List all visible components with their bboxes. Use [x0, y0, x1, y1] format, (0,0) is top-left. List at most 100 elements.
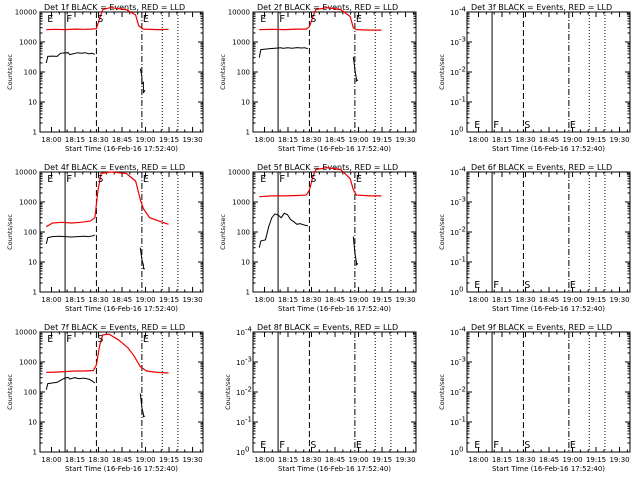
- y-tick-label: 100: [24, 389, 37, 397]
- mode-flag-label: E: [260, 14, 266, 25]
- x-tick-label: 18:00: [254, 456, 274, 464]
- y-tick-label: 10000: [228, 169, 250, 177]
- events-series-line: [139, 68, 146, 94]
- x-tick-label: 19:15: [586, 456, 606, 464]
- mode-flag-label: F: [493, 280, 499, 291]
- x-axis-label: Start Time (16-Feb-16 17:52:40): [65, 465, 178, 473]
- detector-panel-7: Det 7f BLACK = Events, RED = LLD 1 10 100 10…: [6, 323, 204, 473]
- y-tick-label: 1000: [232, 39, 250, 47]
- y-tick-label: 10: [450, 39, 459, 47]
- plot-frame: [39, 331, 204, 453]
- mode-flag-label: E: [143, 14, 149, 25]
- x-tick-label: 19:15: [586, 296, 606, 304]
- y-tick-exponent: 0: [459, 286, 463, 294]
- mode-flag-label: E: [260, 174, 266, 185]
- y-tick-exponent: -2: [459, 66, 466, 74]
- y-tick-exponent: -2: [245, 386, 252, 394]
- plot-frame: [466, 171, 631, 293]
- x-tick-label: 19:30: [395, 456, 415, 464]
- mode-flag-label: E: [260, 440, 266, 451]
- x-tick-label: 18:30: [515, 456, 535, 464]
- mode-flag-label: E: [570, 440, 576, 451]
- y-tick-exponent: -3: [459, 356, 466, 364]
- x-tick-label: 18:45: [112, 456, 132, 464]
- panel-title: Det 7f BLACK = Events, RED = LLD: [44, 323, 185, 332]
- x-tick-label: 19:00: [135, 296, 155, 304]
- x-tick-label: 19:30: [182, 296, 202, 304]
- y-tick-label: 100: [237, 69, 250, 77]
- x-tick-label: 18:45: [325, 136, 345, 144]
- y-tick-exponent: -3: [245, 356, 252, 364]
- y-tick-label: 10: [236, 449, 245, 457]
- x-tick-label: 18:15: [492, 456, 512, 464]
- y-tick-label: 10: [450, 169, 459, 177]
- mode-flag-label: S: [524, 440, 530, 451]
- plot-frame: [39, 171, 204, 293]
- x-tick-label: 19:00: [348, 136, 368, 144]
- y-tick-label: 100: [237, 229, 250, 237]
- x-tick-label: 18:30: [301, 136, 321, 144]
- x-tick-label: 18:30: [515, 296, 535, 304]
- y-tick-label: 1: [33, 449, 37, 457]
- y-tick-label: 10: [236, 329, 245, 337]
- x-tick-label: 19:00: [562, 296, 582, 304]
- mode-flag-label: S: [310, 440, 316, 451]
- y-tick-exponent: -1: [459, 416, 466, 424]
- y-tick-label: 10: [450, 359, 459, 367]
- x-tick-label: 18:45: [325, 456, 345, 464]
- x-tick-label: 18:45: [325, 296, 345, 304]
- y-tick-exponent: -1: [459, 96, 466, 104]
- plot-frame: [252, 171, 417, 293]
- x-tick-label: 18:30: [88, 456, 108, 464]
- x-tick-label: 18:00: [41, 456, 61, 464]
- mode-flag-label: S: [97, 334, 103, 345]
- lld-series-line: [259, 166, 382, 198]
- events-series-line: [45, 376, 96, 390]
- x-axis-label: Start Time (16-Feb-16 17:52:40): [492, 465, 605, 473]
- x-tick-label: 18:45: [539, 456, 559, 464]
- mode-flag-label: S: [97, 174, 103, 185]
- y-tick-label: 10: [450, 69, 459, 77]
- y-axis-label: Counts/sec: [438, 54, 446, 90]
- y-tick-label: 1: [33, 289, 37, 297]
- y-tick-label: 10000: [15, 169, 37, 177]
- mode-flag-label: E: [570, 120, 576, 131]
- mode-flag-label: F: [66, 334, 72, 345]
- x-tick-label: 19:15: [372, 456, 392, 464]
- panel-title: Det 1f BLACK = Events, RED = LLD: [44, 3, 185, 12]
- events-series-line: [139, 247, 145, 270]
- events-series-line: [258, 47, 309, 58]
- x-tick-label: 18:30: [301, 296, 321, 304]
- x-tick-label: 18:15: [492, 296, 512, 304]
- mode-flag-label: F: [493, 440, 499, 451]
- mode-flag-label: E: [474, 440, 480, 451]
- mode-flag-label: E: [356, 14, 362, 25]
- y-tick-label: 10000: [15, 9, 37, 17]
- x-tick-label: 19:15: [372, 136, 392, 144]
- x-tick-label: 19:30: [609, 136, 629, 144]
- x-tick-label: 18:45: [112, 136, 132, 144]
- events-series-line: [139, 393, 146, 418]
- x-tick-label: 18:15: [278, 456, 298, 464]
- y-tick-exponent: -4: [459, 6, 467, 14]
- y-axis-label: Counts/sec: [219, 214, 227, 250]
- y-axis-label: Counts/sec: [219, 54, 227, 90]
- mode-flag-label: F: [279, 174, 285, 185]
- mode-flag-label: E: [356, 174, 362, 185]
- x-tick-label: 18:45: [539, 296, 559, 304]
- x-tick-label: 18:45: [539, 136, 559, 144]
- x-tick-label: 19:00: [348, 456, 368, 464]
- y-axis-label: Counts/sec: [224, 374, 232, 410]
- x-tick-label: 19:00: [135, 456, 155, 464]
- y-tick-label: 1000: [19, 199, 37, 207]
- mode-flag-label: S: [97, 14, 103, 25]
- y-axis-label: Counts/sec: [438, 214, 446, 250]
- y-tick-exponent: -2: [459, 386, 466, 394]
- x-tick-label: 18:30: [88, 296, 108, 304]
- mode-flag-label: E: [143, 334, 149, 345]
- panel-title: Det 9f BLACK = Events, RED = LLD: [471, 323, 612, 332]
- x-axis-label: Start Time (16-Feb-16 17:52:40): [65, 305, 178, 313]
- x-tick-label: 18:30: [515, 136, 535, 144]
